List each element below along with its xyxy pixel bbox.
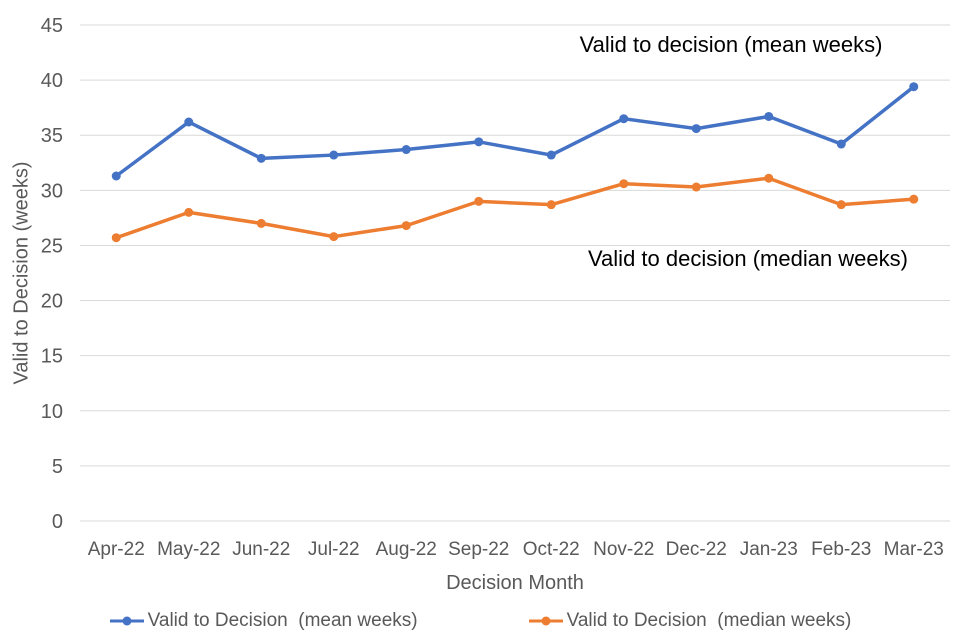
data-point-marker: [111, 171, 121, 181]
data-point-marker: [909, 194, 919, 204]
legend: Valid to Decision (mean weeks) Valid to …: [0, 610, 960, 632]
data-point-marker: [764, 173, 774, 183]
data-point-marker: [836, 200, 846, 210]
legend-item-median: Valid to Decision (median weeks): [528, 610, 852, 632]
y-tick-label: 25: [41, 235, 63, 257]
data-point-marker: [474, 196, 484, 206]
line-marker-icon: [109, 616, 144, 626]
annotation-mean-series: Valid to decision (mean weeks): [579, 32, 883, 57]
y-tick-label: 10: [41, 401, 63, 423]
x-tick-label: Feb-23: [811, 539, 871, 560]
data-point-marker: [401, 221, 411, 231]
y-tick-label: 30: [41, 180, 63, 202]
line-marker-icon: [528, 616, 563, 626]
data-point-marker: [619, 179, 629, 189]
x-tick-label: Jan-23: [740, 539, 798, 560]
data-point-marker: [546, 150, 556, 160]
data-point-marker: [329, 150, 339, 160]
y-tick-label: 20: [41, 291, 63, 313]
y-tick-label: 45: [41, 15, 63, 37]
y-tick-label: 15: [41, 346, 63, 368]
data-point-marker: [909, 82, 919, 92]
y-tick-label: 0: [52, 511, 63, 533]
x-tick-label: Dec-22: [666, 539, 727, 560]
y-tick-label: 40: [41, 70, 63, 92]
y-tick-label: 5: [52, 456, 63, 478]
x-tick-label: Jul-22: [308, 539, 360, 560]
legend-item-mean: Valid to Decision (mean weeks): [109, 610, 418, 632]
x-tick-label: May-22: [157, 539, 220, 560]
x-tick-label: Oct-22: [523, 539, 580, 560]
data-point-marker: [184, 117, 194, 127]
data-point-marker: [256, 218, 266, 228]
y-tick-label: 35: [41, 125, 63, 147]
x-tick-label: Jun-22: [232, 539, 290, 560]
data-point-marker: [474, 137, 484, 147]
x-tick-label: Mar-23: [884, 539, 944, 560]
series-line-median: [114, 176, 916, 240]
data-point-marker: [691, 182, 701, 192]
x-tick-label: Apr-22: [88, 539, 145, 560]
series-line-mean: [114, 84, 916, 178]
data-point-marker: [836, 139, 846, 149]
data-point-marker: [546, 200, 556, 210]
x-tick-label: Aug-22: [376, 539, 437, 560]
legend-label-median: Valid to Decision (median weeks): [566, 610, 852, 631]
data-point-marker: [619, 114, 629, 124]
data-point-marker: [184, 207, 194, 217]
data-point-marker: [111, 233, 121, 243]
data-point-marker: [401, 145, 411, 155]
x-tick-label: Nov-22: [593, 539, 654, 560]
annotation-median-series: Valid to decision (median weeks): [588, 246, 908, 271]
x-tick-label: Sep-22: [448, 539, 509, 560]
data-point-marker: [329, 232, 339, 242]
data-point-marker: [256, 153, 266, 163]
data-point-marker: [764, 111, 774, 121]
x-axis-title: Decision Month: [446, 572, 584, 594]
data-point-marker: [691, 124, 701, 134]
legend-label-mean: Valid to Decision (mean weeks): [147, 610, 418, 631]
